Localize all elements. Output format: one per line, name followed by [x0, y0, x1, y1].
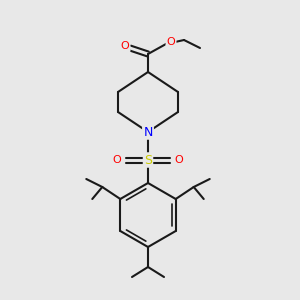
Text: O: O	[175, 155, 183, 165]
Text: O: O	[112, 155, 122, 165]
Text: S: S	[144, 154, 152, 166]
Text: O: O	[167, 37, 176, 47]
Text: O: O	[121, 41, 129, 51]
Text: N: N	[143, 125, 153, 139]
